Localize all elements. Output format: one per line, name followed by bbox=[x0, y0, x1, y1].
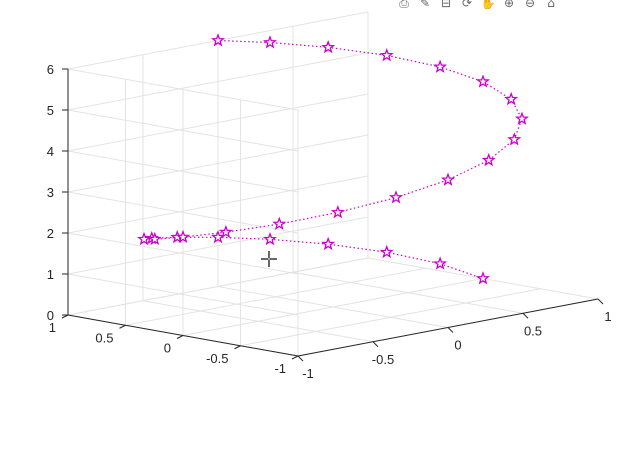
y-tick-label: 1 bbox=[49, 320, 56, 335]
x-tick-label: 1 bbox=[604, 309, 611, 324]
data-point-marker bbox=[433, 59, 448, 73]
data-tips-icon[interactable]: ⊟ bbox=[440, 0, 452, 10]
y-tick-label: -1 bbox=[274, 361, 286, 376]
brush-icon[interactable]: ✎ bbox=[419, 0, 431, 10]
x-tick-mark bbox=[447, 327, 454, 333]
grid-line bbox=[67, 273, 299, 316]
grid-line bbox=[125, 267, 426, 326]
axes-back-panes bbox=[68, 12, 598, 356]
data-point-marker bbox=[147, 231, 162, 246]
grid-line bbox=[67, 191, 299, 234]
grid-line bbox=[67, 257, 369, 316]
data-point-marker bbox=[176, 229, 190, 244]
grid-line bbox=[67, 109, 299, 152]
home-icon[interactable]: ⌂ bbox=[547, 0, 555, 10]
y-tick-label: 0 bbox=[164, 341, 171, 356]
data-point-marker bbox=[272, 216, 287, 230]
data-point-marker bbox=[330, 205, 345, 219]
data-point-marker bbox=[262, 231, 277, 246]
x-tick-label: -0.5 bbox=[372, 352, 394, 367]
z-tick-label: 2 bbox=[47, 226, 54, 241]
data-point-marker bbox=[504, 91, 519, 106]
grid-line bbox=[67, 216, 369, 275]
data-point-marker bbox=[389, 190, 404, 204]
figure-toolbar: ⎙ ✎ ⊟ ⟳ ✋ ⊕ ⊖ ⌂ bbox=[395, 0, 560, 10]
data-point-marker bbox=[514, 111, 529, 125]
data-point-marker bbox=[433, 256, 448, 270]
data-point-marker bbox=[379, 244, 394, 259]
grid-line bbox=[67, 150, 299, 193]
data-point-marker bbox=[137, 231, 152, 246]
y-tick-mark bbox=[119, 324, 126, 329]
y-tick-label: 0.5 bbox=[95, 330, 113, 345]
crosshair-cursor-icon bbox=[261, 251, 277, 267]
data-point-marker bbox=[507, 132, 522, 146]
x-tick-label: -1 bbox=[302, 366, 314, 381]
data-point-marker bbox=[321, 39, 336, 54]
zoom-in-icon[interactable]: ⊕ bbox=[503, 0, 515, 10]
grid-line bbox=[182, 278, 484, 336]
z-tick-label: 0 bbox=[47, 308, 54, 323]
y-tick-label: -0.5 bbox=[206, 351, 228, 366]
zoom-out-icon[interactable]: ⊖ bbox=[524, 0, 536, 10]
z-tick-label: 3 bbox=[47, 185, 54, 200]
data-point-marker bbox=[211, 229, 225, 244]
grid-line bbox=[67, 93, 369, 152]
pan-icon[interactable]: ✋ bbox=[480, 0, 496, 10]
y-tick-mark bbox=[234, 345, 241, 350]
data-series bbox=[137, 33, 529, 285]
data-point-marker bbox=[476, 271, 490, 285]
z-tick-label: 1 bbox=[47, 267, 54, 282]
data-point-marker bbox=[476, 74, 490, 88]
grid-line bbox=[67, 134, 369, 193]
x-tick-label: 0 bbox=[454, 338, 461, 353]
grid-line bbox=[67, 175, 369, 234]
data-point-marker bbox=[379, 48, 394, 62]
y-tick-mark bbox=[291, 355, 299, 360]
x-tick-mark bbox=[372, 341, 379, 348]
grid-line bbox=[67, 68, 299, 111]
data-point-marker bbox=[481, 152, 496, 167]
rotate-3d-icon[interactable]: ⟳ bbox=[461, 0, 473, 10]
grid-line bbox=[67, 232, 299, 275]
z-tick-label: 5 bbox=[47, 103, 54, 118]
grid-line bbox=[67, 52, 369, 111]
data-point-marker bbox=[321, 236, 336, 251]
x-tick-mark bbox=[297, 355, 304, 362]
z-tick-label: 4 bbox=[47, 144, 54, 159]
data-point-marker bbox=[262, 35, 277, 49]
data-point-marker bbox=[211, 33, 225, 47]
z-tick-label: 6 bbox=[47, 62, 54, 77]
x-tick-label: 0.5 bbox=[524, 323, 542, 338]
data-point-marker bbox=[441, 172, 455, 186]
y-tick-mark bbox=[176, 335, 184, 339]
grid-line bbox=[240, 288, 541, 347]
x-tick-mark bbox=[597, 298, 604, 305]
export-icon[interactable]: ⎙ bbox=[399, 0, 409, 10]
x-tick-mark bbox=[522, 312, 529, 319]
data-point-marker bbox=[218, 224, 233, 239]
